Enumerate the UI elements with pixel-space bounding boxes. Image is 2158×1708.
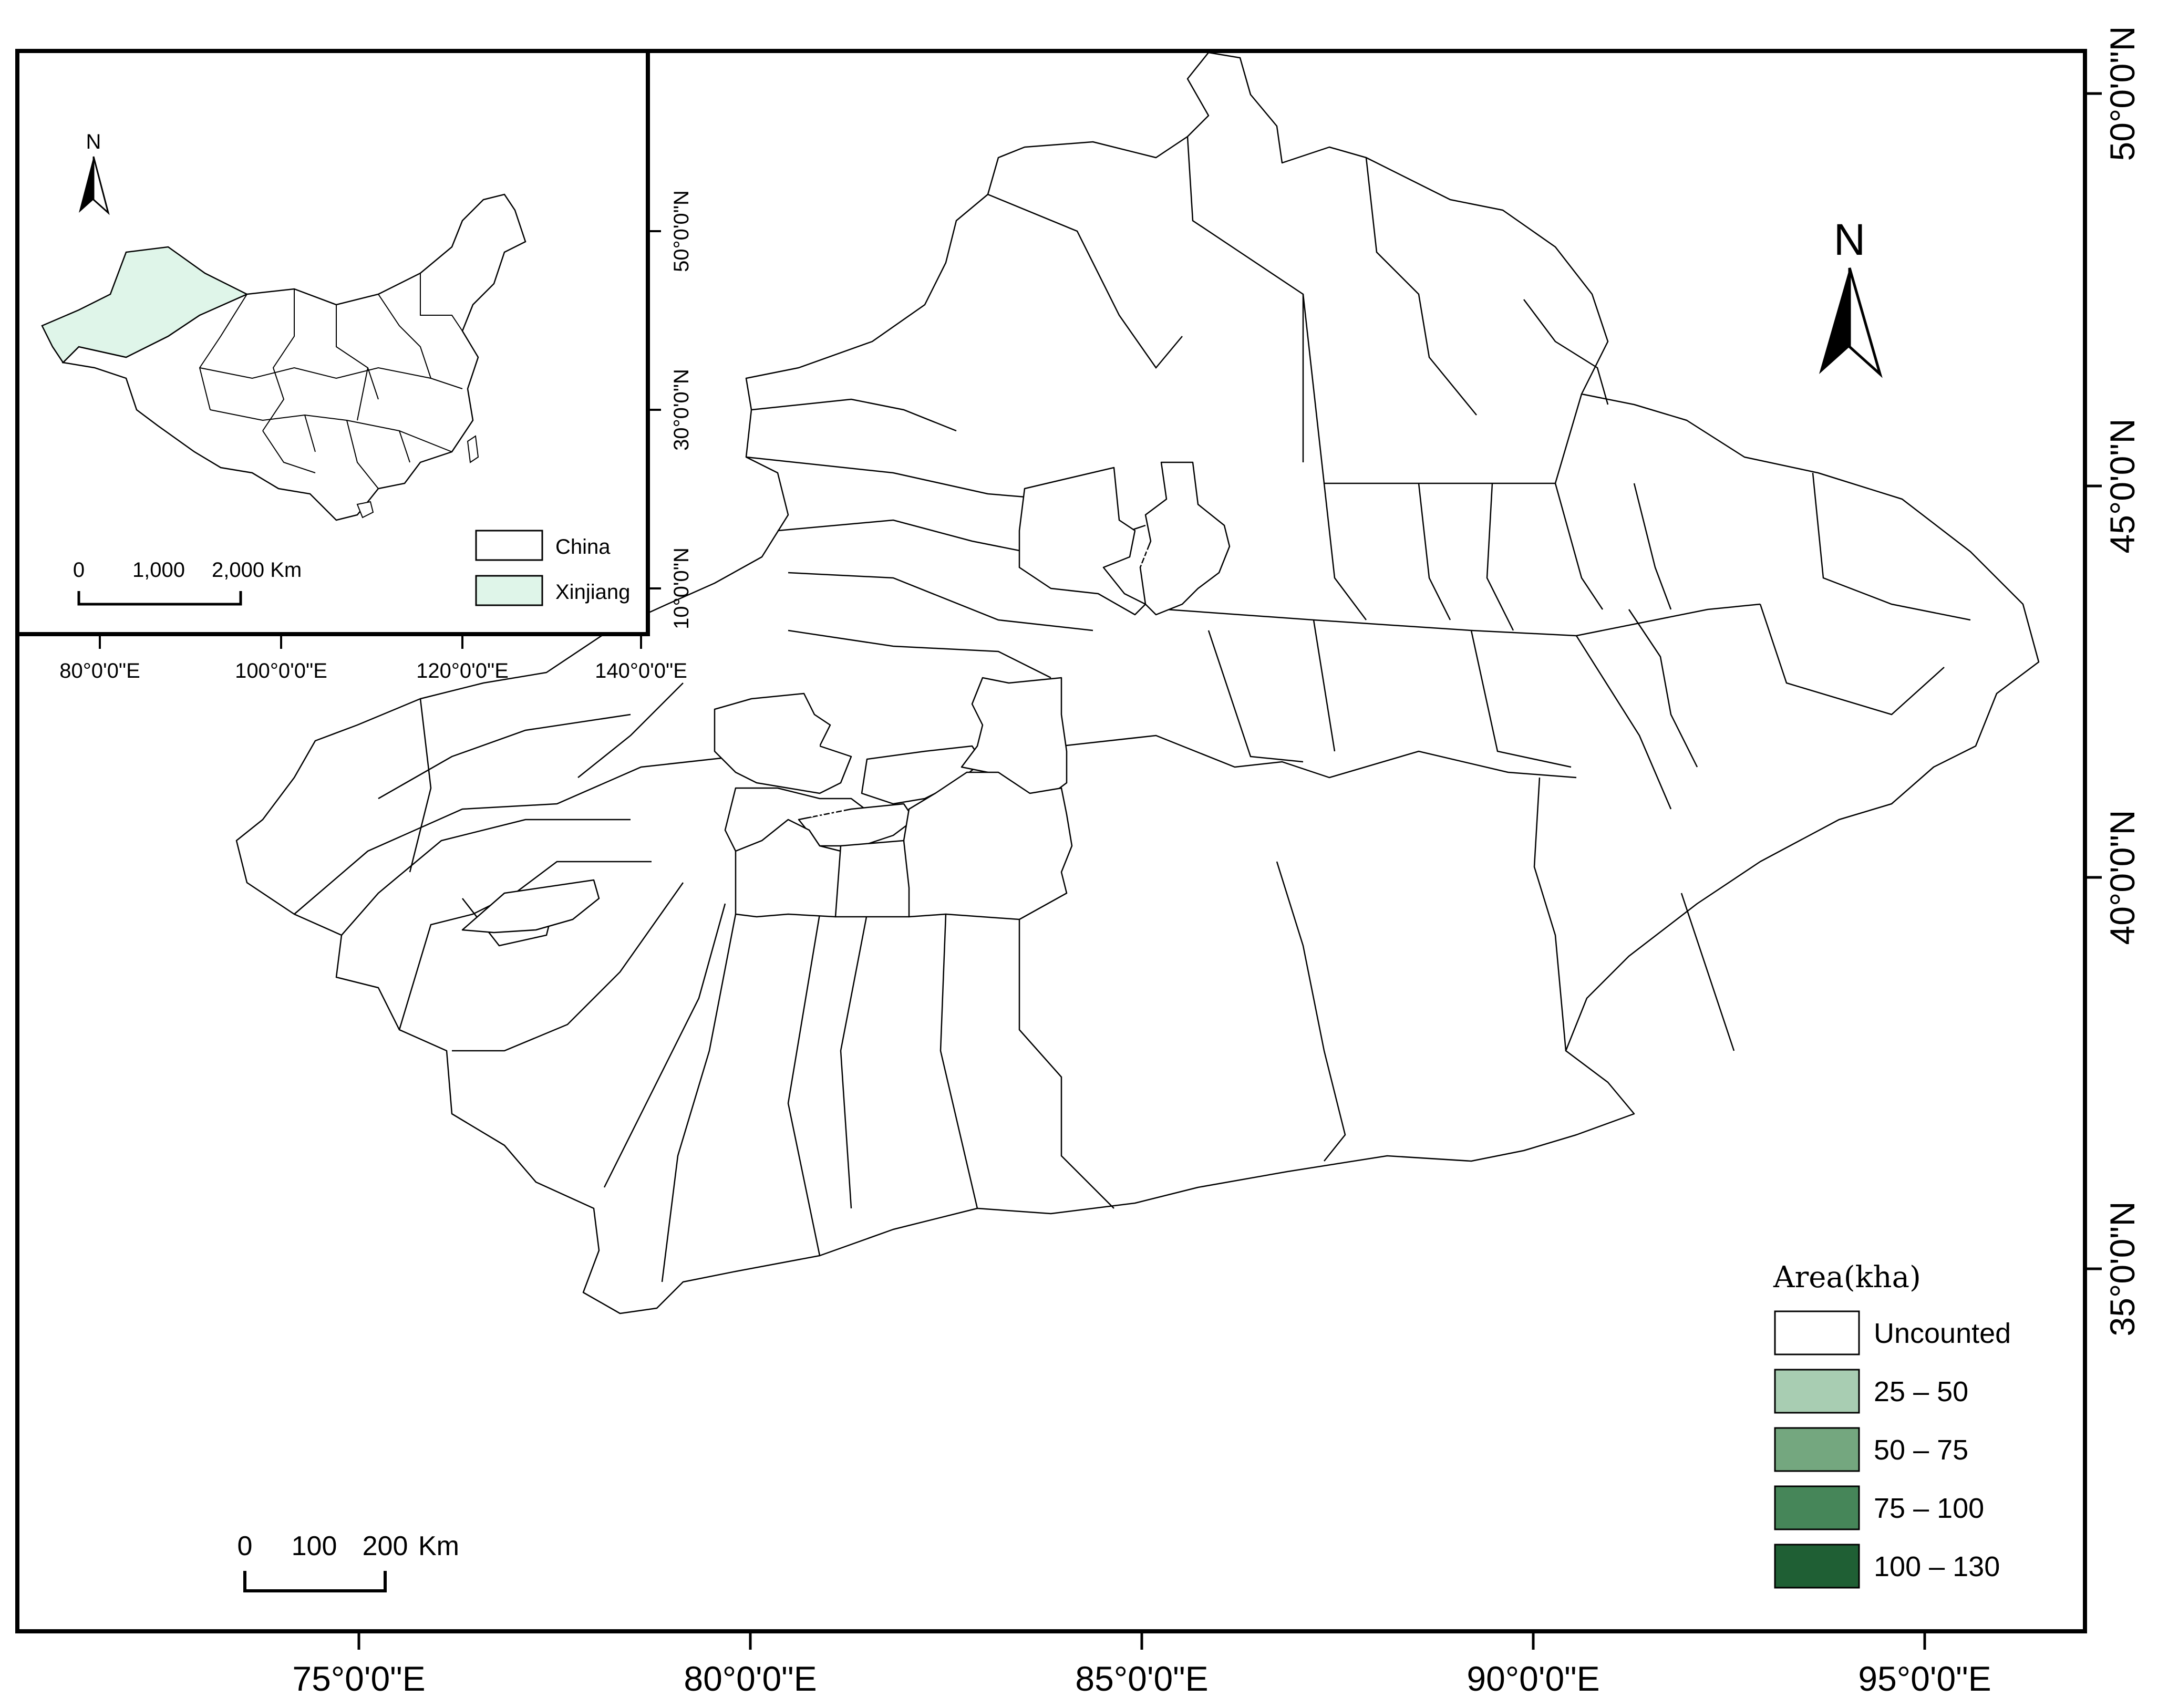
region-wensu <box>714 692 852 794</box>
svg-text:10°0'0"N: 10°0'0"N <box>670 547 693 629</box>
svg-text:N: N <box>1834 215 1866 264</box>
place-label: Xayar <box>950 833 1010 859</box>
xinjiang-outline <box>235 51 2040 1314</box>
main-scale-bar: 0 100 200 Km <box>238 1531 459 1592</box>
legend-label: Xinjiang <box>555 581 630 604</box>
inset-legend: China Xinjiang <box>475 530 630 606</box>
place-label: Kuqa <box>990 718 1044 743</box>
lat-tick-label: 50°0'0"N <box>2103 26 2142 161</box>
region-usu <box>1018 467 1147 616</box>
inset-map: N 0 1,000 2,000 Km China Xinjiang 80°0'0… <box>15 49 693 682</box>
legend-label: China <box>555 535 611 558</box>
legend-label: 75 – 100 <box>1874 1493 1984 1524</box>
svg-text:30°0'0"N: 30°0'0"N <box>670 369 693 451</box>
legend-item: 100 – 130 <box>1774 1544 2000 1589</box>
legend-swatch <box>1774 1369 1860 1414</box>
legend-swatch <box>1774 1310 1860 1355</box>
svg-text:200: 200 <box>363 1531 408 1561</box>
inset-scale-bar: 0 1,000 2,000 Km <box>73 558 302 606</box>
legend-title: Area(kha) <box>1773 1260 1921 1295</box>
lon-tick-label: 75°0'0"E <box>292 1659 425 1698</box>
lat-tick-label: 45°0'0"N <box>2103 419 2142 554</box>
lon-tick-label: 85°0'0"E <box>1075 1659 1208 1698</box>
place-label: Usu <box>1057 521 1098 546</box>
inset-longitude-axis: 80°0'0"E 100°0'0"E 120°0'0"E 140°0'0"E <box>59 634 687 682</box>
taiwan-island <box>467 435 479 463</box>
place-label: Aksu <box>844 867 895 893</box>
legend-item: 50 – 75 <box>1774 1427 1968 1472</box>
legend-swatch <box>475 575 543 606</box>
svg-text:100: 100 <box>292 1531 337 1561</box>
svg-text:50°0'0"N: 50°0'0"N <box>670 190 693 272</box>
hainan-island <box>356 501 374 519</box>
legend-label: 25 – 50 <box>1874 1376 1968 1407</box>
svg-text:Km: Km <box>418 1531 459 1561</box>
china-outline <box>61 193 526 521</box>
legend: Area(kha) Uncounted 25 – 50 50 – 75 75 –… <box>1773 1260 2011 1589</box>
lat-tick-label: 35°0'0"N <box>2103 1202 2142 1337</box>
legend-item: 75 – 100 <box>1774 1485 1984 1530</box>
svg-text:120°0'0"E: 120°0'0"E <box>416 659 509 682</box>
svg-text:0: 0 <box>73 558 85 582</box>
place-labels: Usu Shawan Kuqa Wensu Xinhe Aksu Alaer X… <box>501 521 1219 920</box>
inset-latitude-axis: 50°0'0"N 30°0'0"N 10°0'0"N <box>648 190 693 629</box>
legend-swatch <box>1774 1427 1860 1472</box>
svg-text:140°0'0"E: 140°0'0"E <box>595 659 687 682</box>
xinjiang-highlight <box>41 246 249 364</box>
place-label: Wensu <box>750 736 821 762</box>
legend-label: 50 – 75 <box>1874 1434 1968 1466</box>
legend-swatch <box>1774 1544 1860 1589</box>
lon-tick-label: 95°0'0"E <box>1858 1659 1991 1698</box>
inset-north-arrow-icon: N <box>79 130 110 215</box>
north-arrow-icon: N <box>1819 215 1883 378</box>
svg-text:1,000: 1,000 <box>132 558 185 582</box>
svg-text:N: N <box>86 130 101 153</box>
legend-swatch <box>1774 1485 1860 1530</box>
region-shawan <box>1139 461 1231 616</box>
legend-label: 100 – 130 <box>1874 1551 2000 1582</box>
lat-tick-label: 40°0'0"N <box>2103 810 2142 945</box>
place-label: Awat <box>762 865 813 891</box>
svg-text:80°0'0"E: 80°0'0"E <box>59 659 140 682</box>
region-alaer <box>798 803 915 847</box>
svg-text:2,000 Km: 2,000 Km <box>212 558 302 582</box>
svg-text:100°0'0"E: 100°0'0"E <box>235 659 327 682</box>
legend-item: 25 – 50 <box>1774 1369 1968 1414</box>
region-aksu-south <box>834 840 910 918</box>
china-provinces <box>199 273 463 489</box>
place-label: Xinhe <box>882 760 942 785</box>
lon-tick-label: 80°0'0"E <box>684 1659 817 1698</box>
longitude-axis: 75°0'0"E 80°0'0"E 85°0'0"E 90°0'0"E 95°0… <box>292 1631 1991 1698</box>
place-label: Jiashi <box>501 895 561 920</box>
place-label: Aksu <box>794 796 845 822</box>
place-label: Alaer <box>832 817 886 843</box>
svg-text:0: 0 <box>238 1531 253 1561</box>
place-label: Shawan <box>1135 544 1219 570</box>
region-jiashi <box>461 879 600 934</box>
legend-swatch <box>475 530 543 561</box>
legend-label: Uncounted <box>1874 1318 2011 1349</box>
legend-item: Uncounted <box>1774 1310 2011 1355</box>
colored-counties <box>461 461 1231 934</box>
latitude-axis: 50°0'0"N 45°0'0"N 40°0'0"N 35°0'0"N <box>2085 26 2142 1337</box>
lon-tick-label: 90°0'0"E <box>1467 1659 1599 1698</box>
